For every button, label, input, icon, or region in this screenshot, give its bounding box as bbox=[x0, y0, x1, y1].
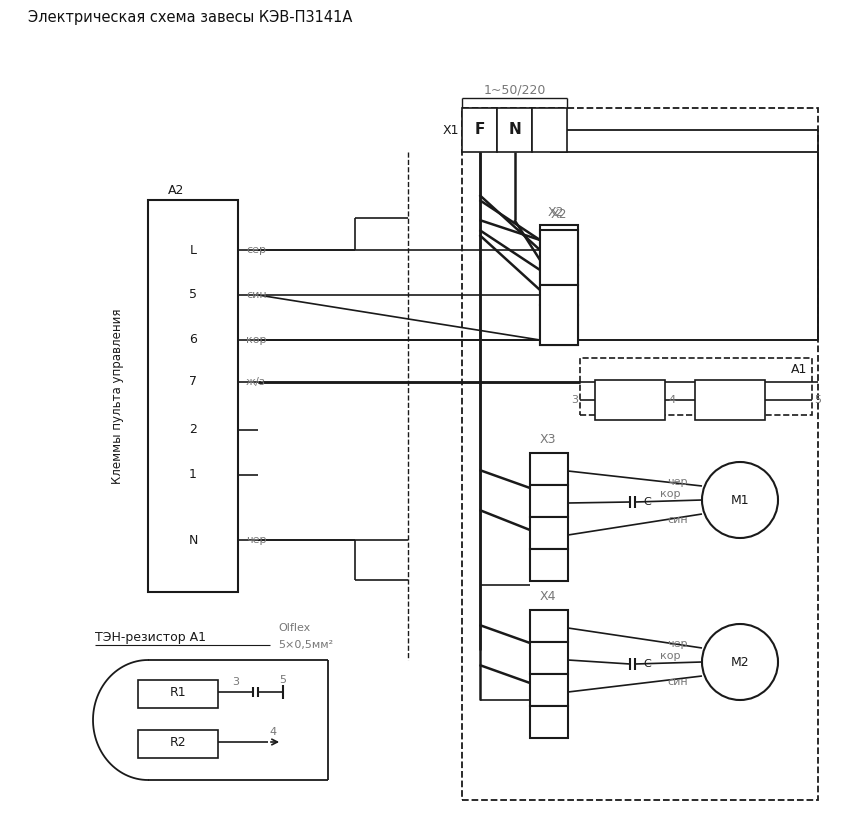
Text: 4: 4 bbox=[269, 727, 277, 737]
Text: Х4: Х4 bbox=[540, 590, 556, 603]
Text: С: С bbox=[643, 659, 651, 669]
Text: кор: кор bbox=[660, 489, 680, 499]
Bar bbox=[138, 730, 218, 758]
Text: Электрическая схема завесы КЭВ-П3141А: Электрическая схема завесы КЭВ-П3141А bbox=[28, 11, 353, 26]
Text: N: N bbox=[188, 534, 197, 546]
Text: ж/з: ж/з bbox=[246, 377, 266, 387]
Text: син: син bbox=[667, 515, 688, 525]
Text: 3: 3 bbox=[232, 677, 240, 687]
Bar bbox=[580, 358, 812, 415]
Bar bbox=[530, 674, 568, 706]
Text: чер: чер bbox=[246, 535, 267, 545]
Text: R1: R1 bbox=[170, 686, 187, 699]
Text: 2: 2 bbox=[189, 423, 197, 437]
Text: ТЭН-резистор А1: ТЭН-резистор А1 bbox=[95, 632, 206, 645]
Bar bbox=[595, 380, 665, 420]
Text: 3: 3 bbox=[571, 395, 578, 405]
Bar bbox=[530, 642, 568, 674]
Bar bbox=[462, 108, 497, 152]
Bar bbox=[695, 380, 765, 420]
Bar bbox=[540, 265, 578, 305]
Text: 4: 4 bbox=[668, 395, 675, 405]
Text: сер: сер bbox=[246, 245, 266, 255]
Bar bbox=[540, 305, 578, 345]
Text: С: С bbox=[643, 497, 651, 507]
Bar bbox=[540, 230, 578, 285]
Text: М2: М2 bbox=[731, 656, 749, 668]
Bar bbox=[530, 453, 568, 485]
Bar bbox=[138, 680, 218, 708]
Bar bbox=[497, 108, 532, 152]
Bar bbox=[462, 108, 818, 800]
Bar bbox=[530, 517, 568, 549]
Text: син: син bbox=[667, 677, 688, 687]
Text: М1: М1 bbox=[731, 494, 749, 506]
Text: кор: кор bbox=[660, 651, 680, 661]
Text: Х3: Х3 bbox=[540, 433, 556, 447]
Text: чер: чер bbox=[667, 477, 688, 487]
Bar bbox=[530, 485, 568, 517]
Text: R2: R2 bbox=[170, 735, 187, 749]
Text: 6: 6 bbox=[189, 334, 197, 346]
Bar bbox=[540, 285, 578, 345]
Bar bbox=[530, 549, 568, 581]
Text: Клеммы пульта управления: Клеммы пульта управления bbox=[111, 308, 125, 484]
Text: кор: кор bbox=[246, 335, 267, 345]
Text: 7: 7 bbox=[189, 375, 197, 388]
Bar bbox=[540, 225, 578, 265]
Text: L: L bbox=[190, 243, 197, 256]
Text: 5: 5 bbox=[189, 289, 197, 301]
Text: 5×0,5мм²: 5×0,5мм² bbox=[278, 640, 333, 650]
Bar bbox=[148, 200, 238, 592]
Text: Х2: Х2 bbox=[551, 208, 567, 222]
Bar bbox=[530, 610, 568, 642]
Text: син: син bbox=[246, 290, 267, 300]
Bar bbox=[530, 706, 568, 738]
Text: А1: А1 bbox=[791, 363, 807, 376]
Text: 1~50/220: 1~50/220 bbox=[484, 84, 546, 96]
Text: X1: X1 bbox=[442, 124, 459, 136]
Text: Х2: Х2 bbox=[548, 206, 565, 218]
Text: 5: 5 bbox=[279, 675, 286, 685]
Text: 5: 5 bbox=[814, 395, 821, 405]
Text: N: N bbox=[508, 123, 521, 138]
Text: Olflex: Olflex bbox=[278, 623, 311, 633]
Text: А2: А2 bbox=[168, 183, 184, 197]
Text: F: F bbox=[474, 123, 484, 138]
Text: 1: 1 bbox=[189, 468, 197, 481]
Text: чер: чер bbox=[667, 639, 688, 649]
Bar bbox=[532, 108, 567, 152]
